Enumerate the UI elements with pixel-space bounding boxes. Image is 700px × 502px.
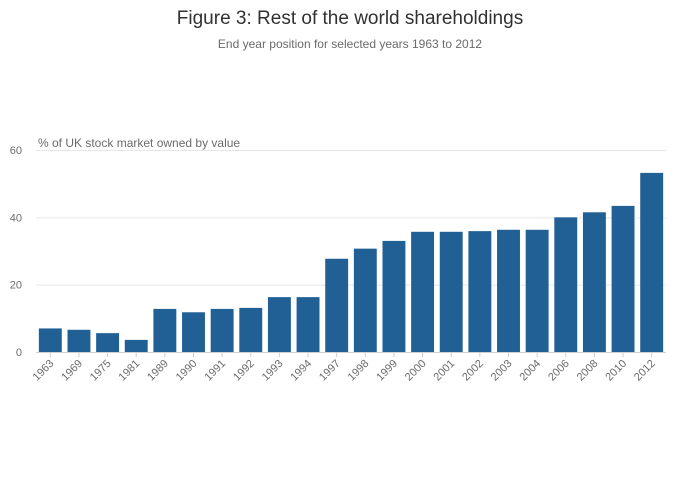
bar-1998[interactable]	[353, 248, 377, 352]
bar-1994[interactable]	[296, 297, 320, 352]
x-tick-label: 1969	[59, 358, 85, 384]
x-tick-label: 1998	[346, 358, 372, 384]
x-tick-label: 1999	[374, 358, 400, 384]
y-tick-label: 40	[10, 212, 22, 224]
bar-1991[interactable]	[210, 308, 234, 352]
bar-1997[interactable]	[325, 258, 349, 352]
x-tick-label: 2000	[403, 358, 429, 384]
y-axis-ticks: 0 20 40 60	[10, 145, 22, 359]
chart-subtitle: End year position for selected years 196…	[218, 37, 482, 51]
y-tick-label: 20	[10, 280, 22, 292]
x-tick-label: 1989	[145, 358, 171, 384]
x-tick-label: 2012	[632, 358, 658, 384]
y-axis-label: % of UK stock market owned by value	[38, 136, 240, 150]
bar-2001[interactable]	[439, 231, 463, 352]
bar-2002[interactable]	[468, 231, 492, 352]
bar-2006[interactable]	[554, 217, 578, 352]
x-tick-label: 2010	[603, 358, 629, 384]
bar-2003[interactable]	[497, 229, 520, 352]
x-tick-label: 2002	[460, 358, 486, 384]
bar-2000[interactable]	[411, 231, 435, 352]
bar-2010[interactable]	[611, 205, 635, 352]
x-tick-label: 2006	[546, 358, 572, 384]
bar-1969[interactable]	[67, 329, 91, 352]
x-axis-ticks: 1963 1969 1975 1981 1989 1990 1991 1992 1993 1994…	[31, 352, 658, 383]
bar-1981[interactable]	[124, 339, 148, 352]
x-tick-label: 1990	[174, 358, 200, 384]
x-tick-label: 2003	[489, 358, 515, 384]
bar-1992[interactable]	[239, 307, 263, 352]
bar-1993[interactable]	[267, 297, 291, 352]
bar-1975[interactable]	[96, 333, 120, 352]
bar-1989[interactable]	[153, 308, 177, 352]
x-tick-label: 1963	[31, 358, 57, 384]
x-tick-label: 1997	[317, 358, 343, 384]
bar-2004[interactable]	[525, 229, 549, 352]
x-tick-label: 1993	[260, 358, 286, 384]
x-tick-label: 1991	[202, 358, 228, 384]
bar-1963[interactable]	[38, 328, 62, 352]
y-tick-label: 60	[10, 145, 22, 157]
x-tick-label: 2008	[575, 358, 601, 384]
bar-2012[interactable]	[640, 172, 664, 352]
bar-2008[interactable]	[582, 212, 606, 352]
y-tick-label: 0	[16, 347, 22, 359]
chart-title: Figure 3: Rest of the world shareholding…	[177, 8, 523, 29]
bars	[38, 172, 664, 352]
bar-1999[interactable]	[382, 240, 406, 352]
x-tick-label: 1975	[88, 358, 114, 384]
x-tick-label: 2004	[517, 358, 543, 384]
x-tick-label: 1981	[117, 358, 143, 384]
bar-1990[interactable]	[182, 312, 205, 352]
x-tick-label: 1994	[288, 358, 314, 384]
x-tick-label: 2001	[432, 358, 458, 384]
x-tick-label: 1992	[231, 358, 257, 384]
